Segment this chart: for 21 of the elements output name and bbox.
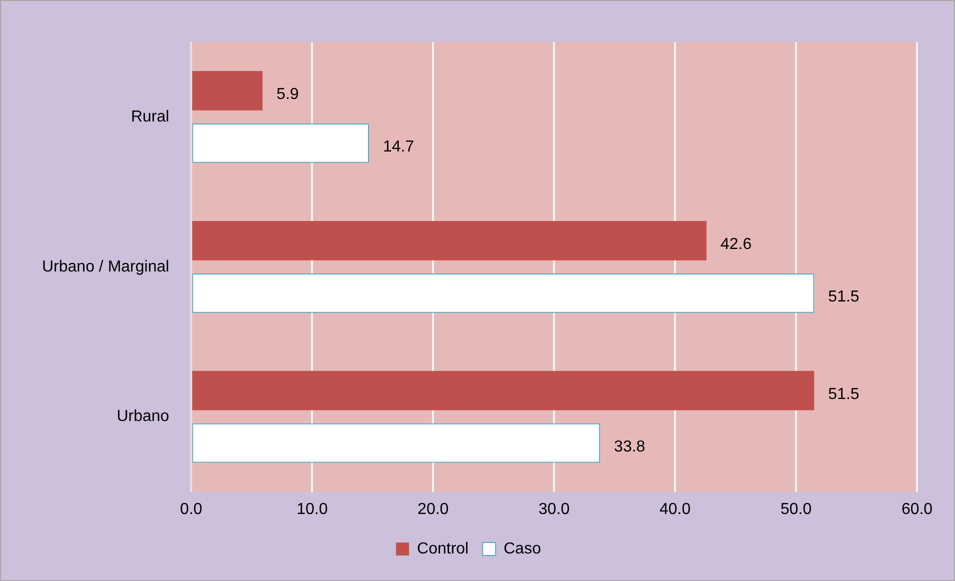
data-label: 14.7 bbox=[383, 138, 414, 156]
data-label: 51.5 bbox=[828, 288, 860, 306]
data-label: 51.5 bbox=[828, 386, 860, 403]
x-tick-label: 30.0 bbox=[538, 500, 570, 518]
x-tick-label: 0.0 bbox=[180, 500, 202, 518]
data-label: 33.8 bbox=[614, 438, 646, 456]
bar bbox=[192, 71, 263, 110]
bar bbox=[192, 220, 707, 260]
x-tick-label: 20.0 bbox=[418, 500, 449, 518]
data-label: 5.9 bbox=[276, 86, 299, 104]
x-tick-label: 60.0 bbox=[901, 500, 933, 518]
x-tick-label: 40.0 bbox=[659, 500, 691, 518]
legend-label: Control bbox=[417, 540, 469, 558]
y-tick-label: Urbano / Marginal bbox=[42, 258, 170, 276]
x-tick-label: 50.0 bbox=[780, 500, 812, 518]
y-tick-label: Rural bbox=[130, 108, 170, 126]
y-tick-label: Urbano bbox=[116, 408, 170, 426]
bar bbox=[192, 370, 814, 410]
data-label: 42.6 bbox=[720, 236, 752, 254]
legend-label: Caso bbox=[504, 540, 542, 558]
x-tick-label: 10.0 bbox=[296, 500, 328, 518]
